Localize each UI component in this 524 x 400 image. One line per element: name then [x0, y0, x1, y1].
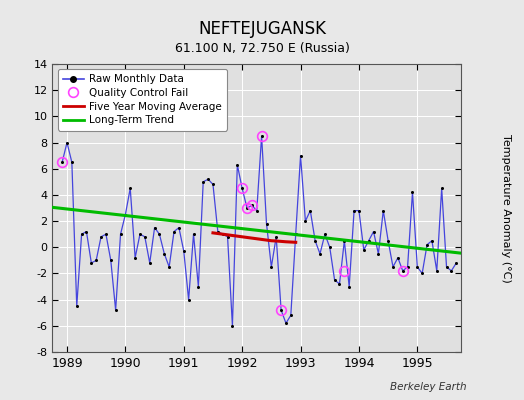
- Text: 61.100 N, 72.750 E (Russia): 61.100 N, 72.750 E (Russia): [174, 42, 350, 55]
- Text: Berkeley Earth: Berkeley Earth: [390, 382, 466, 392]
- Text: NEFTEJUGANSK: NEFTEJUGANSK: [198, 20, 326, 38]
- Legend: Raw Monthly Data, Quality Control Fail, Five Year Moving Average, Long-Term Tren: Raw Monthly Data, Quality Control Fail, …: [58, 69, 227, 130]
- Text: Temperature Anomaly (°C): Temperature Anomaly (°C): [500, 134, 511, 282]
